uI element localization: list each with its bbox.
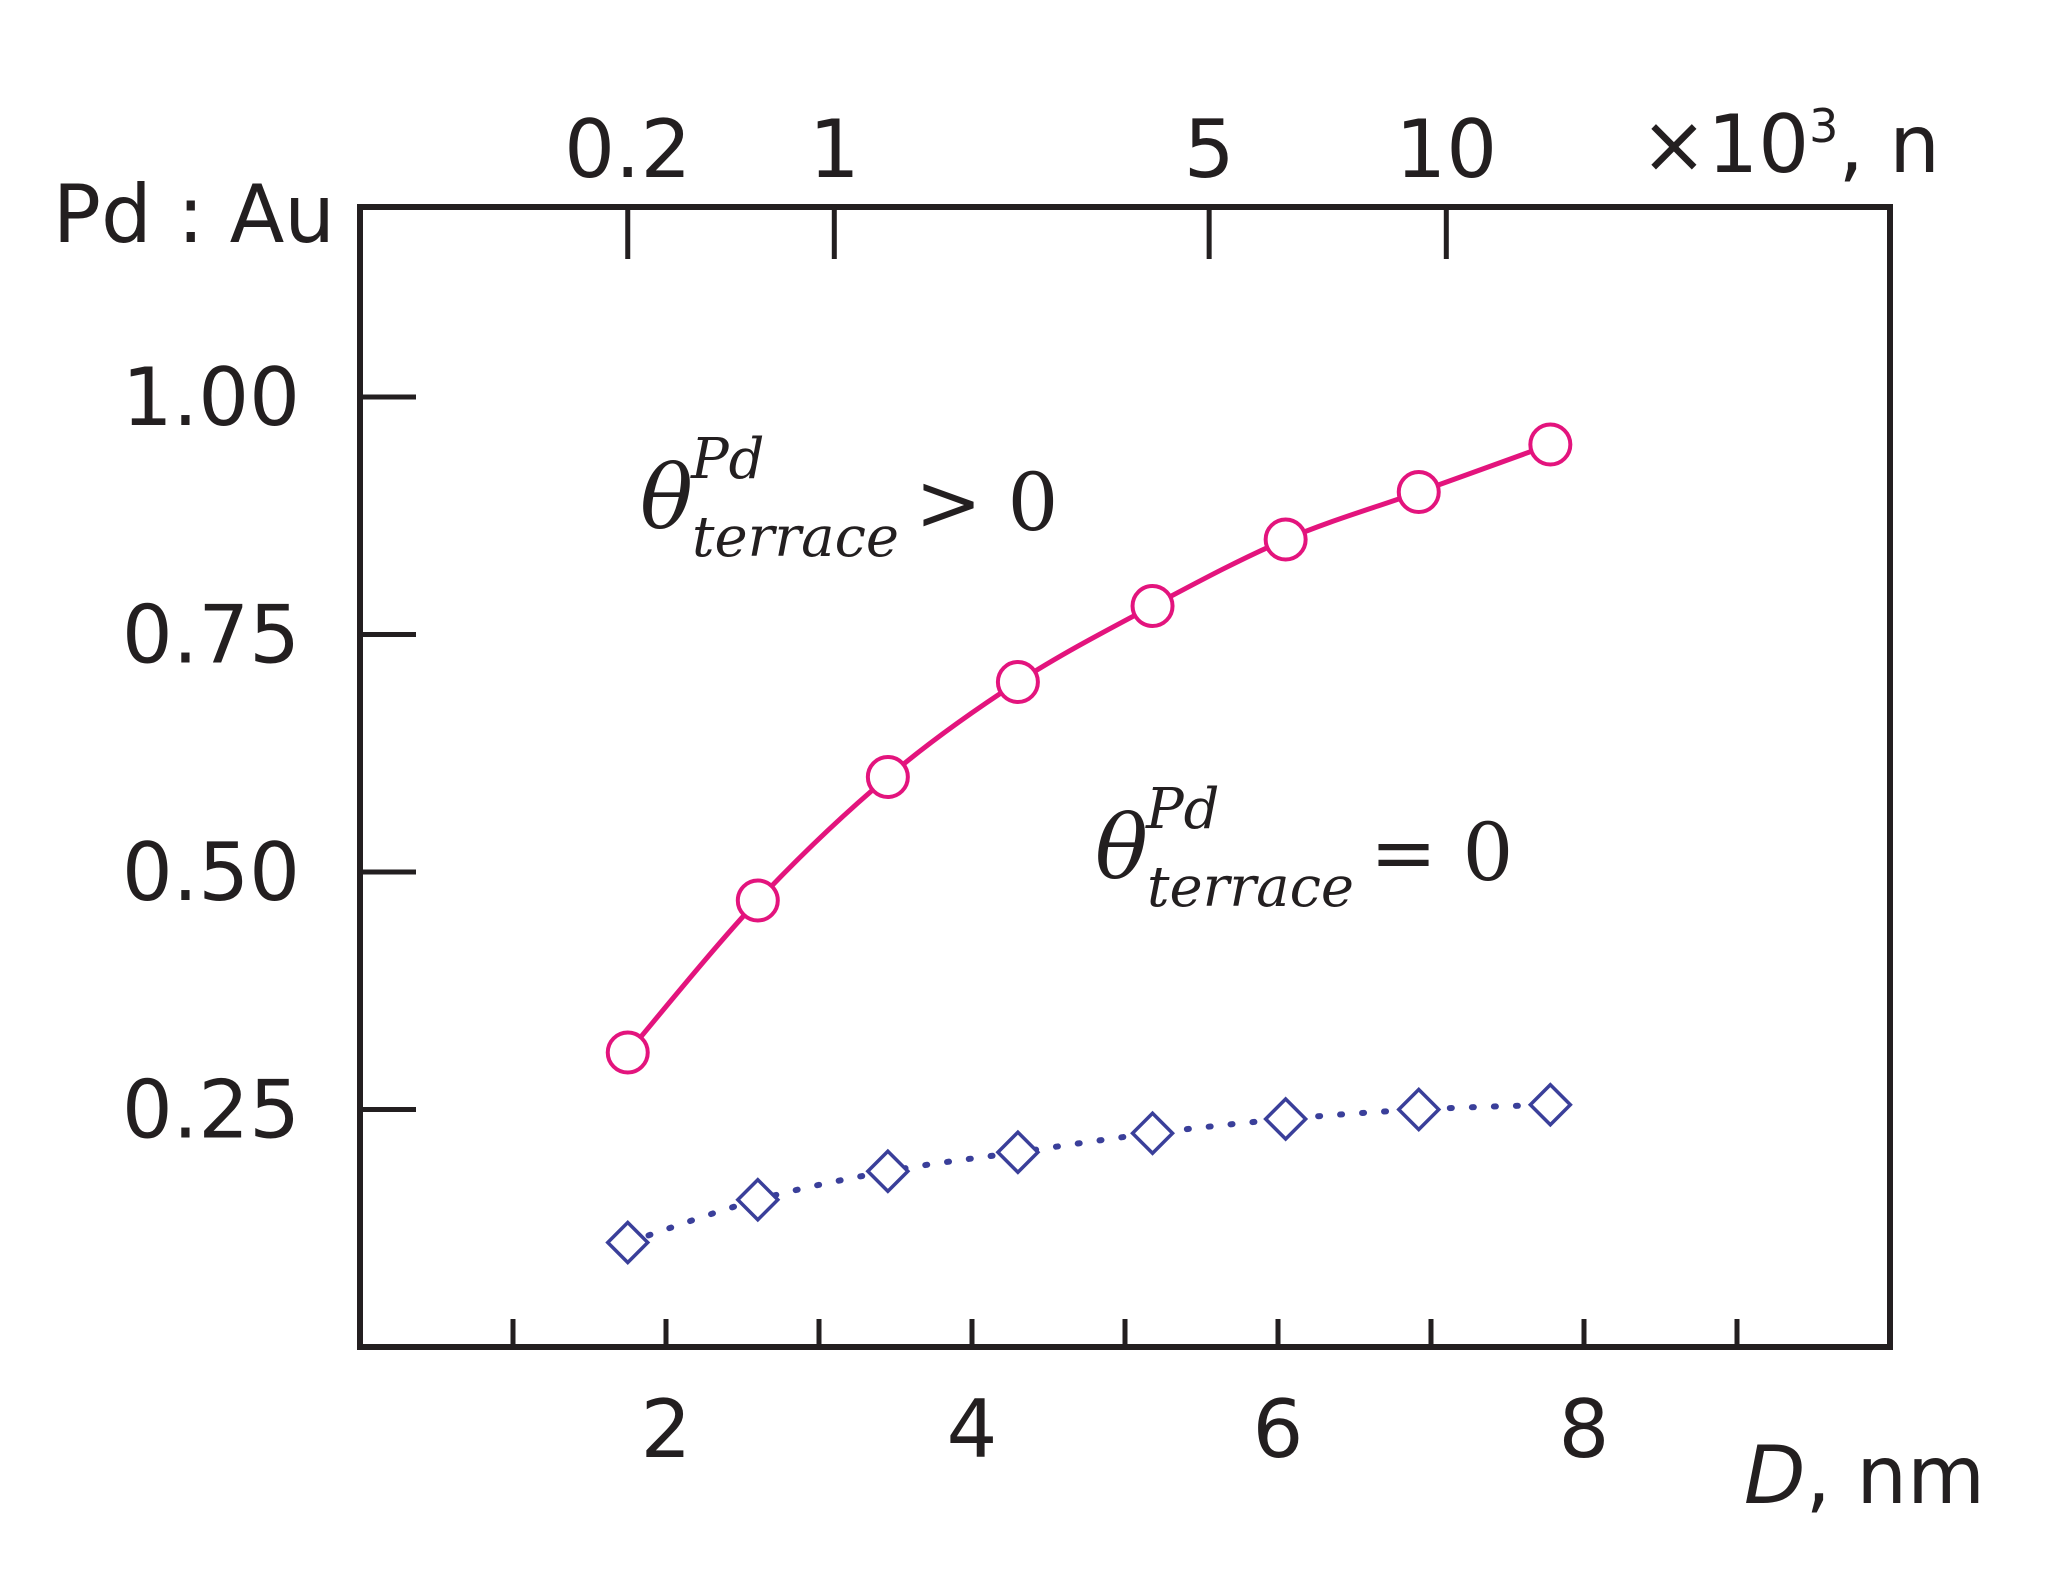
top-axis-title-prefix: ×10: [1640, 98, 1809, 191]
x-axis-title: D, nm: [1744, 1429, 1985, 1522]
annotation-theta-zero-relation: = 0: [1370, 806, 1513, 899]
x-tick-label: 2: [641, 1383, 692, 1476]
x-axis-title-var: D: [1744, 1429, 1806, 1522]
y-tick-label: 0.25: [122, 1064, 300, 1157]
top-axis-title-exponent: 3: [1809, 99, 1838, 153]
top-tick-label: 5: [1184, 103, 1235, 196]
series-1-point: [605, 1030, 650, 1075]
series-2-point: [865, 1148, 911, 1194]
axis-ticks: 2 4 6 8 0.25 0.50 0.75 1.00 0.2 1 5 10: [122, 103, 1740, 1476]
x-tick-label: 4: [947, 1383, 998, 1476]
annotation-theta-zero-symbol: θ: [1095, 796, 1148, 899]
data-series: [605, 422, 1573, 1265]
top-axis-title: ×103, n: [1640, 98, 1940, 191]
annotation-theta-zero: θPd terrace = 0: [1095, 777, 1513, 920]
series-2-line: [624, 1101, 1554, 1246]
top-axis-title-suffix: , n: [1838, 98, 1940, 191]
series-1-point: [1396, 470, 1441, 514]
series-2-point: [1527, 1082, 1573, 1128]
series-2-point: [995, 1129, 1041, 1175]
series-2-point: [605, 1220, 651, 1265]
x-axis-title-unit: , nm: [1806, 1429, 1986, 1522]
series-1-point: [865, 755, 910, 799]
series-1-point: [1130, 584, 1175, 628]
series-1-point: [735, 878, 780, 923]
annotation-theta-positive-sup: Pd: [690, 427, 765, 492]
plot-frame: [357, 204, 1893, 1350]
y-tick-label: 0.75: [122, 589, 300, 682]
annotation-theta-zero-sup: Pd: [1145, 777, 1220, 842]
annotation-theta-positive-relation: > 0: [915, 456, 1058, 549]
x-tick-label: 8: [1559, 1383, 1610, 1476]
y-tick-label: 0.50: [122, 826, 300, 919]
annotation-theta-positive-sub: terrace: [692, 505, 899, 570]
series-2-point: [735, 1177, 781, 1223]
series-2-point: [1263, 1096, 1309, 1142]
top-tick-label: 10: [1395, 103, 1497, 196]
annotation-theta-positive: θPd terrace > 0: [640, 427, 1058, 570]
top-tick-label: 1: [809, 103, 860, 196]
series-1-point: [1263, 517, 1308, 562]
series-2-point: [1396, 1087, 1442, 1132]
y-axis-title: Pd : Au: [53, 168, 335, 261]
y-tick-label: 1.00: [122, 351, 300, 444]
series-1-point: [1528, 422, 1573, 467]
series-1-point: [995, 660, 1040, 704]
top-tick-label: 0.2: [564, 103, 691, 196]
annotation-theta-positive-symbol: θ: [640, 446, 693, 549]
annotation-theta-zero-sub: terrace: [1147, 855, 1354, 920]
series-2-point: [1130, 1110, 1176, 1156]
x-tick-label: 6: [1253, 1383, 1304, 1476]
